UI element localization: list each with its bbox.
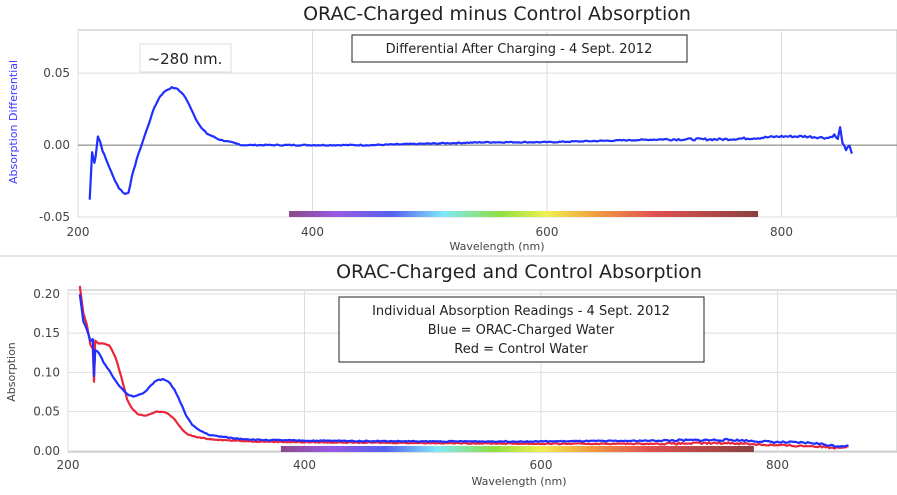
x-axis-label: Wavelength (nm) — [449, 240, 544, 253]
x-tick-label: 800 — [770, 225, 793, 239]
visible-spectrum-band — [280, 446, 754, 452]
peak-annotation: ~280 nm. — [148, 50, 223, 68]
y-tick-label: -0.05 — [39, 210, 70, 224]
legend-line: Individual Absorption Readings - 4 Sept.… — [372, 304, 670, 319]
legend-box — [351, 34, 688, 63]
y-tick-label: 0.15 — [33, 326, 60, 340]
x-tick-label: 400 — [301, 225, 324, 239]
y-tick-label: 0.20 — [33, 287, 60, 301]
series-line-orac-charged-water — [78, 294, 849, 448]
differential-chart: ORAC-Charged minus Control Absorption 20… — [7, 3, 897, 253]
y-axis-label: Absorption — [5, 342, 18, 402]
legend-line: Differential After Charging - 4 Sept. 20… — [386, 42, 653, 57]
y-tick-label: 0.05 — [33, 405, 60, 419]
chart-title: ORAC-Charged minus Control Absorption — [303, 3, 691, 25]
legend-box — [338, 296, 705, 363]
series-line-differential — [88, 85, 853, 200]
y-tick-label: 0.05 — [43, 66, 70, 80]
annotation-box — [139, 43, 232, 73]
x-tick-label: 600 — [530, 458, 553, 472]
x-tick-label: 200 — [57, 458, 80, 472]
x-tick-label: 400 — [293, 458, 316, 472]
x-tick-label: 800 — [766, 458, 789, 472]
x-tick-label: 600 — [536, 225, 559, 239]
absorption-chart: ORAC-Charged and Control Absorption 200 4… — [5, 261, 897, 488]
chart-title: ORAC-Charged and Control Absorption — [336, 261, 702, 283]
visible-spectrum-band — [289, 211, 759, 217]
y-tick-label: 0.00 — [43, 138, 70, 152]
y-axis-label: Absorption Differential — [7, 60, 20, 184]
y-tick-label: 0.10 — [33, 365, 60, 379]
series-line-control-water — [78, 285, 849, 450]
legend-line: Red = Control Water — [454, 342, 588, 357]
y-tick-label: 0.00 — [33, 444, 60, 458]
x-axis-label: Wavelength (nm) — [471, 475, 566, 488]
x-tick-label: 200 — [67, 225, 90, 239]
legend-line: Blue = ORAC-Charged Water — [428, 323, 615, 338]
